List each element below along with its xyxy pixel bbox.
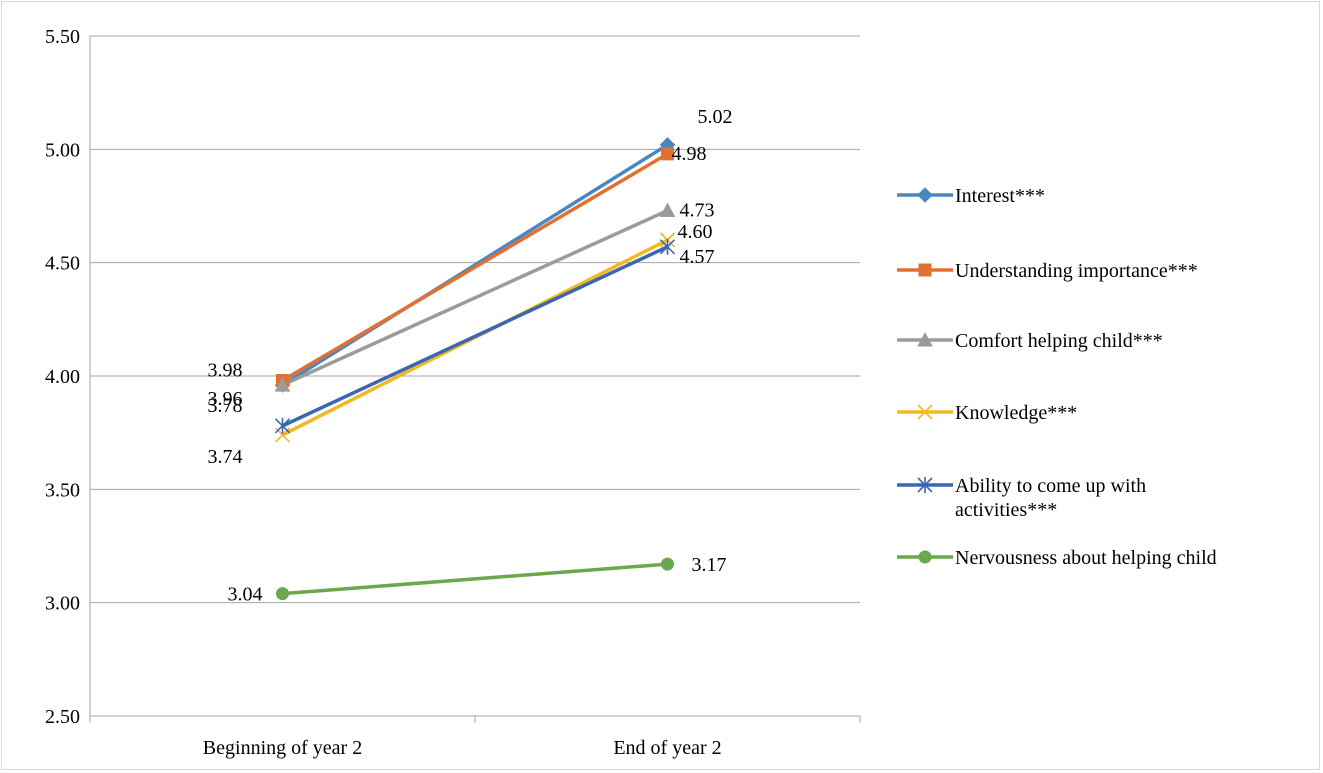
y-tick-label: 4.00	[45, 366, 80, 388]
legend-marker	[917, 404, 933, 420]
legend-item: Interest***	[897, 185, 1045, 207]
x-tick-label: Beginning of year 2	[203, 737, 362, 759]
x-axis-tick-labels: Beginning of year 2 End of year 2	[203, 737, 722, 759]
data-label: 3.96	[208, 388, 243, 410]
legend-item: Knowledge***	[897, 402, 1077, 424]
data-label: 3.98	[208, 360, 243, 382]
data-point	[276, 587, 289, 601]
data-label: 4.73	[680, 200, 715, 222]
data-label: 3.04	[228, 584, 263, 606]
series-lines	[281, 143, 669, 596]
series-line	[281, 208, 669, 387]
legend-label: Nervousness about helping child	[955, 547, 1217, 569]
series-markers	[274, 137, 676, 601]
legend-marker	[917, 187, 933, 203]
y-axis-tick-labels: 2.50 3.00 3.50 4.00 4.50 5.00 5.50	[45, 26, 80, 728]
data-point	[661, 147, 674, 161]
legend-marker	[917, 331, 933, 347]
data-label: 5.02	[698, 106, 733, 128]
y-tick-label: 3.00	[45, 593, 80, 615]
legend: Interest*** Understanding importance*** Co…	[897, 185, 1217, 569]
series-line	[281, 245, 669, 428]
data-point	[659, 202, 676, 218]
series-line	[281, 152, 669, 383]
y-tick-label: 3.50	[45, 479, 80, 501]
data-labels: 5.02 3.98 4.98 3.96 4.73 3.74 4.60 3.78 4.57 3.04…	[208, 106, 733, 606]
x-tick-label: End of year 2	[613, 737, 721, 759]
y-tick-label: 4.50	[45, 253, 80, 275]
y-tick-label: 2.50	[45, 706, 80, 728]
legend-marker	[918, 550, 932, 564]
data-label: 4.98	[672, 143, 707, 165]
legend-label: Comfort helping child***	[955, 330, 1163, 352]
series-line	[281, 143, 669, 387]
legend-label: Understanding importance***	[955, 260, 1198, 282]
data-point	[661, 557, 674, 571]
legend-label: Interest***	[955, 185, 1045, 207]
data-label: 3.17	[692, 554, 727, 576]
series-line	[282, 562, 668, 596]
data-label: 3.78	[208, 395, 243, 417]
y-tick-label: 5.00	[45, 139, 80, 161]
data-point	[274, 377, 291, 392]
legend-item: Understanding importance***	[897, 260, 1198, 282]
axes	[89, 36, 861, 723]
legend-label: Knowledge***	[955, 402, 1077, 424]
data-label: 4.57	[680, 246, 715, 268]
legend-marker	[917, 477, 933, 493]
y-tick-label: 5.50	[45, 26, 80, 48]
data-point	[274, 417, 291, 434]
legend-item: Comfort helping child***	[897, 330, 1163, 352]
legend-marker	[918, 263, 932, 277]
legend-item: Nervousness about helping child	[897, 547, 1217, 569]
legend-item: Ability to come up with activities***	[897, 475, 1146, 521]
data-label: 3.74	[208, 446, 243, 468]
data-point	[659, 238, 676, 255]
legend-label: Ability to come up with activities***	[955, 475, 1146, 521]
grid-lines	[90, 35, 860, 604]
data-label: 4.60	[678, 221, 713, 243]
